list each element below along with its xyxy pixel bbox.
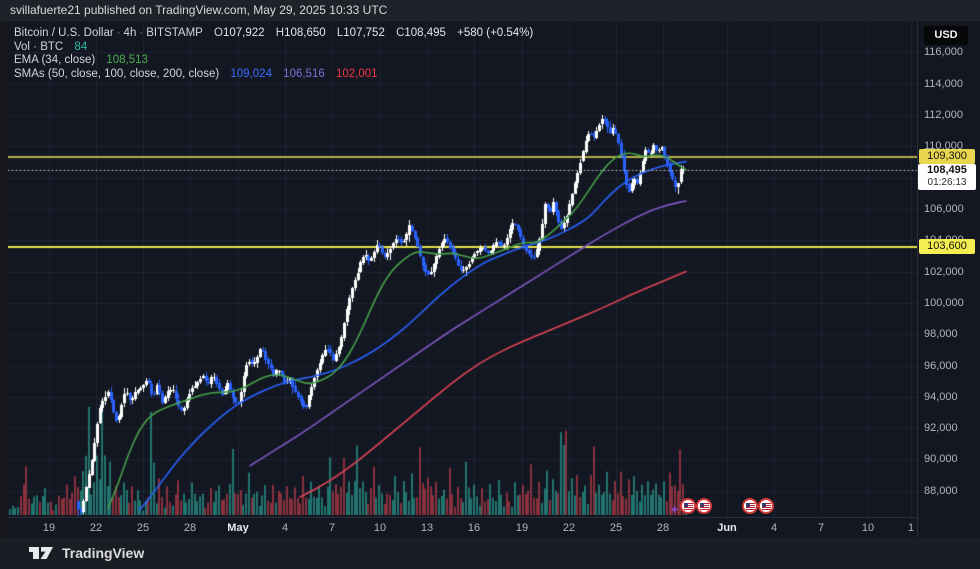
ema-label[interactable]: EMA (34, close) xyxy=(14,54,96,66)
tradingview-logo-link[interactable]: TradingView xyxy=(28,543,144,563)
change-value: +580 (+0.54%) xyxy=(457,27,534,39)
sma50-value: 109,024 xyxy=(230,67,272,80)
economic-event-us-flag-icon[interactable] xyxy=(696,498,712,514)
axis-corner xyxy=(917,517,980,538)
us-flag-icon xyxy=(684,503,693,510)
last-price-label: 108,495 01:26:13 xyxy=(918,163,976,190)
price-tick-label: 88,000 xyxy=(924,484,958,497)
price-tick-label: 100,000 xyxy=(924,296,964,309)
economic-event-us-flag-icon[interactable] xyxy=(680,498,696,514)
low-label: L xyxy=(336,27,344,39)
close-label: C xyxy=(396,27,405,39)
time-tick-label: Jun xyxy=(717,522,737,534)
price-tick-label: 116,000 xyxy=(924,46,963,59)
currency-toggle-button[interactable]: USD xyxy=(923,25,969,46)
chart-pane[interactable]: Bitcoin / U.S. Dollar · 4h · BITSTAMP O107,9… xyxy=(8,21,917,517)
time-tick-label: 7 xyxy=(328,522,336,534)
economic-event-us-flag-icon[interactable] xyxy=(742,498,758,514)
bar-countdown: 01:26:13 xyxy=(927,176,967,188)
time-tick-label: 13 xyxy=(420,522,434,534)
open-label: O xyxy=(214,27,223,39)
time-tick-label: 10 xyxy=(373,522,387,534)
us-flag-icon xyxy=(762,503,771,510)
price-tick-label: 90,000 xyxy=(924,453,958,466)
legend-smas-row: SMAs (50, close, 100, close, 200, close)… xyxy=(14,68,533,82)
page-left-margin xyxy=(0,21,8,538)
time-tick-label: 22 xyxy=(89,522,103,534)
price-tick-label: 106,000 xyxy=(924,203,964,215)
price-tick-label: 94,000 xyxy=(924,390,958,403)
legend-ema-row: EMA (34, close) 108,513 xyxy=(14,54,533,68)
tradingview-logo-icon xyxy=(29,547,53,559)
upper-level-price-label: 109,300 xyxy=(919,149,975,165)
time-tick-label: May xyxy=(227,522,249,534)
close-value: 108,495 xyxy=(404,27,446,39)
time-tick-label: 4 xyxy=(281,522,289,534)
time-tick-label: 28 xyxy=(183,522,197,534)
price-tick-label: 112,000 xyxy=(924,109,963,122)
price-chart-canvas[interactable] xyxy=(8,21,917,517)
tradingview-logo-text: TradingView xyxy=(62,545,145,561)
smas-label[interactable]: SMAs (50, close, 100, close, 200, close) xyxy=(14,67,220,80)
price-axis[interactable]: 116,000114,000112,000110,000106,000104,0… xyxy=(917,21,980,517)
low-value: 107,752 xyxy=(343,27,385,39)
time-tick-label: 25 xyxy=(136,522,150,534)
open-value: 107,922 xyxy=(223,27,265,39)
volume-label[interactable]: Vol · BTC xyxy=(14,40,64,53)
sma100-value: 106,516 xyxy=(283,67,325,80)
price-tick-label: 92,000 xyxy=(924,422,958,435)
chart-legend: Bitcoin / U.S. Dollar · 4h · BITSTAMP O107,9… xyxy=(14,27,533,81)
time-tick-label: 28 xyxy=(656,522,670,534)
time-tick-label: 19 xyxy=(42,522,56,534)
price-tick-label: 102,000 xyxy=(924,265,964,278)
time-axis[interactable]: 19 22 25 28 May 4 7 10 13 16 19 22 25 28 Jun 4 7 10 1 xyxy=(8,517,917,538)
volume-value: 84 xyxy=(74,40,88,53)
time-tick-label: 7 xyxy=(817,522,825,534)
price-tick-label: 98,000 xyxy=(924,328,958,341)
lower-level-price-label: 103,600 xyxy=(919,238,975,254)
publish-info-text: svillafuerte21 published on TradingView.… xyxy=(10,3,388,17)
time-tick-label: 19 xyxy=(515,522,529,534)
interval-label[interactable]: 4h xyxy=(123,27,137,39)
time-tick-label: 4 xyxy=(770,522,778,534)
price-tick-label: 96,000 xyxy=(924,359,958,372)
legend-volume-row: Vol · BTC 84 xyxy=(14,41,533,55)
time-tick-label: 1 xyxy=(908,522,915,534)
price-tick-label: 114,000 xyxy=(924,77,963,90)
us-flag-icon xyxy=(700,503,709,510)
time-tick-label: 22 xyxy=(562,522,576,534)
legend-symbol-row: Bitcoin / U.S. Dollar · 4h · BITSTAMP O107,9… xyxy=(14,27,534,39)
ema-value: 108,513 xyxy=(106,54,148,66)
idea-marker-icon[interactable] xyxy=(670,505,679,514)
economic-event-us-flag-icon[interactable] xyxy=(758,498,774,514)
exchange-label: BITSTAMP xyxy=(146,27,203,39)
time-tick-label: 16 xyxy=(467,522,481,534)
us-flag-icon xyxy=(746,503,755,510)
symbol-title[interactable]: Bitcoin / U.S. Dollar xyxy=(14,27,114,39)
high-label: H xyxy=(275,27,285,39)
sma200-value: 102,001 xyxy=(335,67,378,80)
last-price-value: 108,495 xyxy=(927,163,967,176)
attribution-bar: TradingView xyxy=(0,538,980,569)
time-tick-label: 10 xyxy=(861,522,875,534)
publish-info-bar: svillafuerte21 published on TradingView.… xyxy=(0,0,980,21)
time-tick-label: 25 xyxy=(609,522,623,534)
high-value: 108,650 xyxy=(284,27,326,39)
